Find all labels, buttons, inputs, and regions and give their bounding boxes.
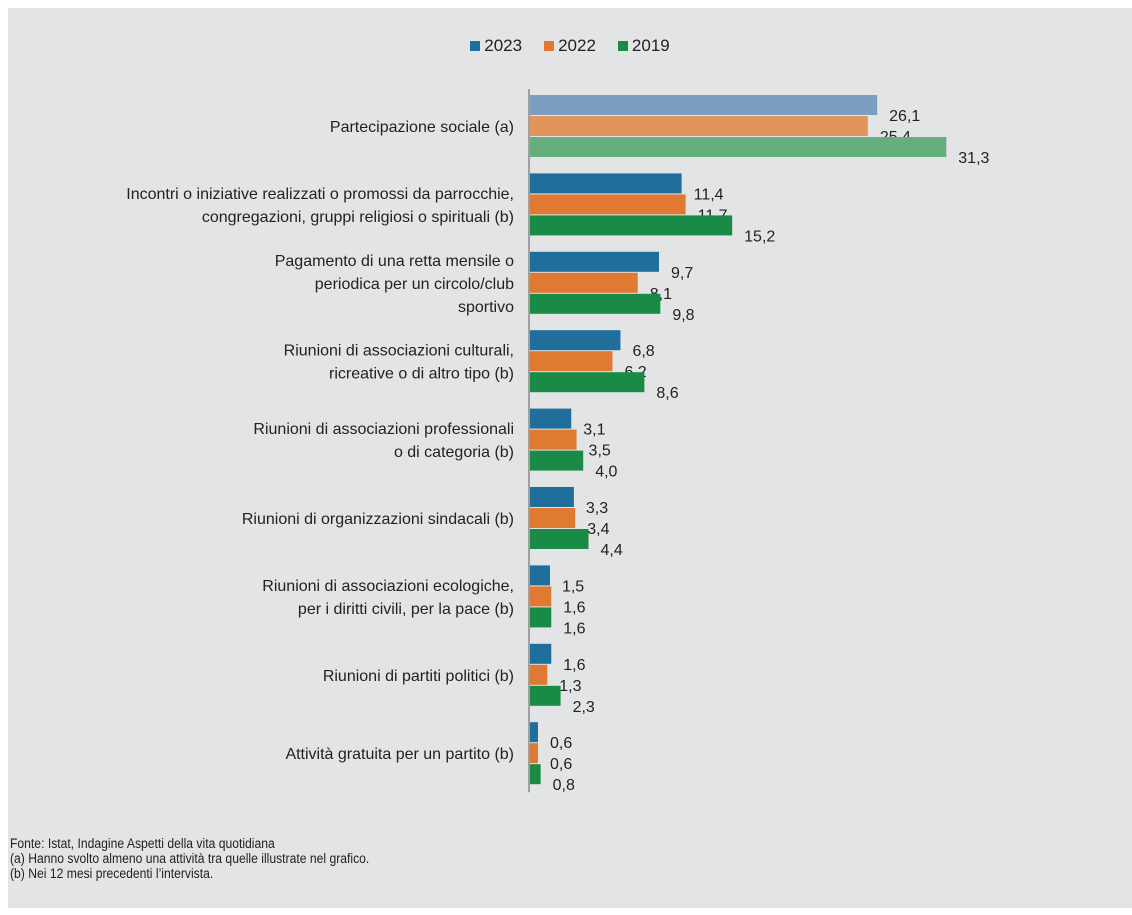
bar-2022 (530, 194, 686, 215)
bar-2022 (530, 116, 868, 136)
data-label-2023: 3,1 (583, 422, 605, 439)
bar-2023 (530, 722, 538, 743)
category-label: sportivo (458, 299, 514, 316)
data-label-2019: 1,6 (563, 620, 585, 637)
data-label-2022: 1,3 (559, 678, 581, 695)
chart-legend: 2023 2022 2019 (8, 36, 1132, 56)
footnote-b: (b) Nei 12 mesi precedenti l’intervista. (10, 866, 214, 881)
category-label: periodica per un circolo/club (315, 276, 514, 293)
category-label: Attività gratuita per un partito (b) (285, 746, 514, 763)
data-label-2019: 4,4 (601, 542, 623, 559)
legend-swatch-2019 (617, 41, 628, 51)
category-label: congregazioni, gruppi religiosi o spirit… (202, 209, 514, 226)
category-label: Riunioni di associazioni culturali, (284, 343, 514, 360)
bar-2022 (530, 429, 577, 450)
data-label-2023: 0,6 (550, 735, 572, 752)
data-label-2023: 11,4 (694, 186, 724, 203)
bar-2019 (530, 215, 733, 236)
legend-item-2023: 2023 (470, 36, 522, 56)
data-label-2022: 1,6 (563, 599, 585, 616)
bar-2022 (530, 664, 548, 685)
data-label-2023: 3,3 (586, 500, 608, 517)
data-label-2023: 9,7 (671, 265, 693, 282)
bar-2019 (530, 685, 561, 706)
chart-panel: 2023 2022 2019 Partecipazione sociale (a… (8, 8, 1132, 908)
bar-2019 (530, 529, 589, 549)
footnote-a: (a) Hanno svolto almeno una attività tra… (10, 851, 370, 866)
bar-2022 (530, 586, 552, 607)
legend-label-2022: 2022 (558, 36, 596, 55)
bar-2022 (530, 743, 538, 764)
category-label: per i diritti civili, per la pace (b) (298, 601, 514, 618)
legend-label-2023: 2023 (484, 36, 523, 55)
data-label-2019: 8,6 (656, 385, 678, 402)
bar-2019 (530, 450, 584, 471)
data-label-2023: 1,5 (562, 578, 584, 595)
category-label: Riunioni di associazioni ecologiche, (262, 578, 514, 595)
data-label-2019: 4,0 (595, 464, 617, 481)
bar-2023 (530, 251, 660, 272)
data-label-2022: 0,6 (550, 756, 572, 773)
bar-2023 (530, 330, 621, 351)
bar-chart: Partecipazione sociale (a)26,125,431,3In… (126, 89, 990, 794)
bar-2019 (530, 372, 645, 393)
data-label-2023: 6,8 (632, 343, 654, 360)
legend-swatch-2023 (470, 41, 481, 51)
legend-label-2019: 2019 (631, 36, 670, 55)
data-label-2019: 0,8 (553, 777, 575, 794)
legend-item-2022: 2022 (544, 36, 596, 56)
footnote-source: Fonte: Istat, Indagine Aspetti della vit… (10, 836, 275, 851)
bar-2023 (530, 565, 550, 586)
data-label-2022: 3,4 (587, 521, 609, 538)
data-label-2019: 2,3 (573, 699, 595, 716)
bar-2022 (530, 272, 638, 293)
category-label: ricreative o di altro tipo (b) (329, 366, 514, 383)
category-label: o di categoria (b) (394, 444, 514, 461)
category-label: Riunioni di organizzazioni sindacali (b) (242, 511, 514, 528)
bar-2019 (530, 764, 541, 785)
category-label: Incontri o iniziative realizzati o promo… (126, 186, 514, 203)
category-label: Partecipazione sociale (a) (330, 119, 514, 136)
bar-2019 (530, 137, 947, 157)
bar-2022 (530, 508, 576, 528)
bar-2023 (530, 173, 682, 194)
bar-2023 (530, 95, 878, 115)
data-label-2019: 31,3 (958, 150, 989, 167)
data-label-2019: 15,2 (744, 228, 775, 245)
bar-2023 (530, 408, 572, 429)
bar-2023 (530, 643, 552, 664)
data-label-2023: 1,6 (563, 657, 585, 674)
category-label: Pagamento di una retta mensile o (275, 253, 514, 270)
data-label-2023: 26,1 (889, 108, 920, 125)
footnotes: Fonte: Istat, Indagine Aspetti della vit… (10, 836, 369, 881)
data-label-2022: 3,5 (589, 443, 611, 460)
category-label: Riunioni di partiti politici (b) (323, 668, 514, 685)
legend-item-2019: 2019 (617, 36, 670, 56)
category-label: Riunioni di associazioni professionali (253, 421, 514, 438)
bar-2023 (530, 487, 574, 507)
bar-2019 (530, 293, 661, 314)
legend-swatch-2022 (544, 41, 555, 51)
data-label-2019: 9,8 (672, 307, 694, 324)
bar-2019 (530, 607, 552, 628)
bar-2022 (530, 351, 613, 372)
